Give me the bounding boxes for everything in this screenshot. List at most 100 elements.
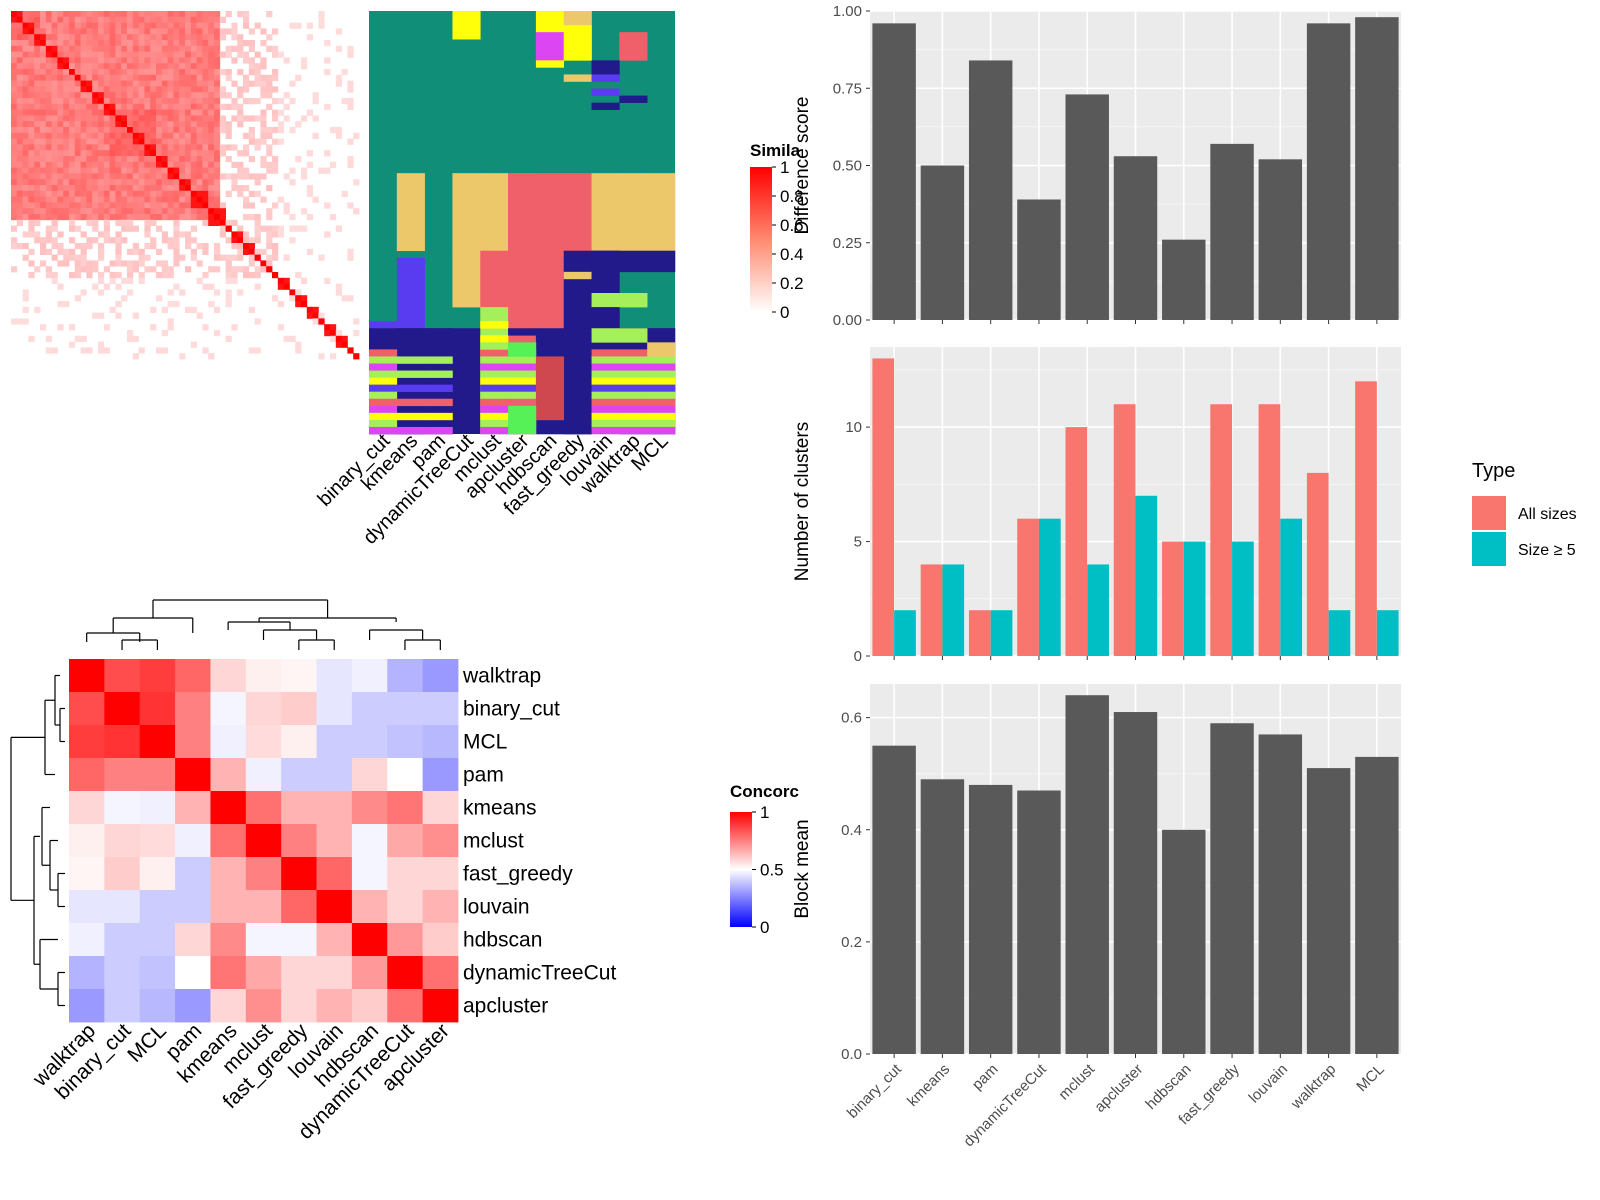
similarity-cell (150, 80, 157, 87)
similarity-cell (185, 167, 192, 174)
similarity-cell (11, 57, 18, 64)
similarity-cell (86, 173, 93, 180)
similarity-cell (86, 214, 93, 221)
similarity-cell (63, 202, 70, 209)
similarity-cell (69, 86, 76, 93)
similarity-cell (51, 190, 58, 197)
similarity-cell (40, 80, 47, 87)
similarity-cell (138, 34, 145, 41)
similarity-cell (156, 69, 163, 76)
similarity-cell (132, 63, 139, 70)
similarity-cell (28, 34, 35, 41)
similarity-cell (335, 289, 342, 296)
similarity-cell (231, 266, 238, 273)
similarity-cell (40, 179, 47, 186)
concordance-cell (175, 989, 211, 1023)
x-tick-label: pam (969, 1061, 1002, 1094)
similarity-cell (214, 306, 221, 313)
similarity-cell (45, 34, 52, 41)
similarity-cell (254, 237, 261, 244)
similarity-cell (196, 28, 203, 35)
similarity-cell (214, 144, 221, 151)
similarity-cell (57, 92, 64, 99)
bar (1210, 404, 1233, 656)
similarity-cell (208, 208, 215, 215)
similarity-cell (324, 277, 331, 284)
similarity-cell (161, 86, 168, 93)
bar (1038, 518, 1061, 656)
similarity-cell (103, 80, 110, 87)
similarity-cell (248, 138, 255, 145)
similarity-cell (132, 144, 139, 151)
similarity-cell (150, 11, 157, 18)
similarity-cell (127, 190, 134, 197)
similarity-cell (324, 40, 331, 47)
similarity-cell (301, 295, 308, 302)
concordance-cell (69, 923, 105, 957)
similarity-cell (190, 63, 197, 70)
similarity-cell (69, 103, 76, 110)
similarity-cell (121, 260, 128, 267)
membership-block (369, 405, 398, 414)
similarity-cell (16, 173, 23, 180)
similarity-cell (92, 266, 99, 273)
similarity-cell (243, 11, 250, 18)
similarity-cell (109, 109, 116, 116)
similarity-cell (208, 16, 215, 23)
similarity-cell (57, 173, 64, 180)
similarity-cell (69, 34, 76, 41)
similarity-cell (167, 80, 174, 87)
similarity-cell (208, 132, 215, 139)
similarity-cell (161, 237, 168, 244)
concordance-heatmap: walktrapbinary_cutMCLpamkmeansmclustfast… (28, 659, 616, 1144)
similarity-cell (156, 260, 163, 267)
similarity-cell (11, 69, 18, 76)
similarity-cell (115, 80, 122, 87)
similarity-cell (51, 28, 58, 35)
similarity-cell (22, 179, 29, 186)
similarity-cell (156, 150, 163, 157)
similarity-cell (185, 127, 192, 134)
similarity-cell (63, 45, 70, 52)
similarity-cell (214, 16, 221, 23)
similarity-cell (243, 16, 250, 23)
similarity-cell (22, 173, 29, 180)
similarity-cell (121, 69, 128, 76)
membership-block (647, 173, 676, 251)
similarity-cell (266, 132, 273, 139)
similarity-cell (22, 289, 29, 296)
similarity-cell (22, 16, 29, 23)
similarity-cell (161, 214, 168, 221)
similarity-cell (57, 103, 64, 110)
similarity-cell (86, 109, 93, 116)
similarity-cell (34, 138, 41, 145)
similarity-cell (86, 22, 93, 29)
similarity-cell (266, 86, 273, 93)
similarity-cell (138, 69, 145, 76)
similarity-cell (22, 150, 29, 157)
similarity-cell (306, 248, 313, 255)
membership-block (647, 384, 676, 392)
similarity-cell (22, 115, 29, 122)
concordance-cell (351, 890, 388, 924)
membership-block (591, 370, 620, 378)
similarity-cell (167, 45, 174, 52)
similarity-cell (11, 98, 18, 105)
similarity-cell (69, 22, 76, 29)
similarity-cell (86, 167, 93, 174)
similarity-cell (150, 28, 157, 35)
similarity-cell (121, 127, 128, 134)
similarity-cell (40, 109, 47, 116)
similarity-cell (156, 11, 163, 18)
membership-block (619, 384, 648, 392)
similarity-cell (138, 138, 145, 145)
similarity-cell (57, 34, 64, 41)
similarity-cell (22, 51, 29, 58)
membership-block (396, 257, 425, 329)
similarity-cell (45, 150, 52, 157)
similarity-cell (190, 150, 197, 157)
similarity-cell (167, 185, 174, 192)
similarity-cell (45, 156, 52, 163)
